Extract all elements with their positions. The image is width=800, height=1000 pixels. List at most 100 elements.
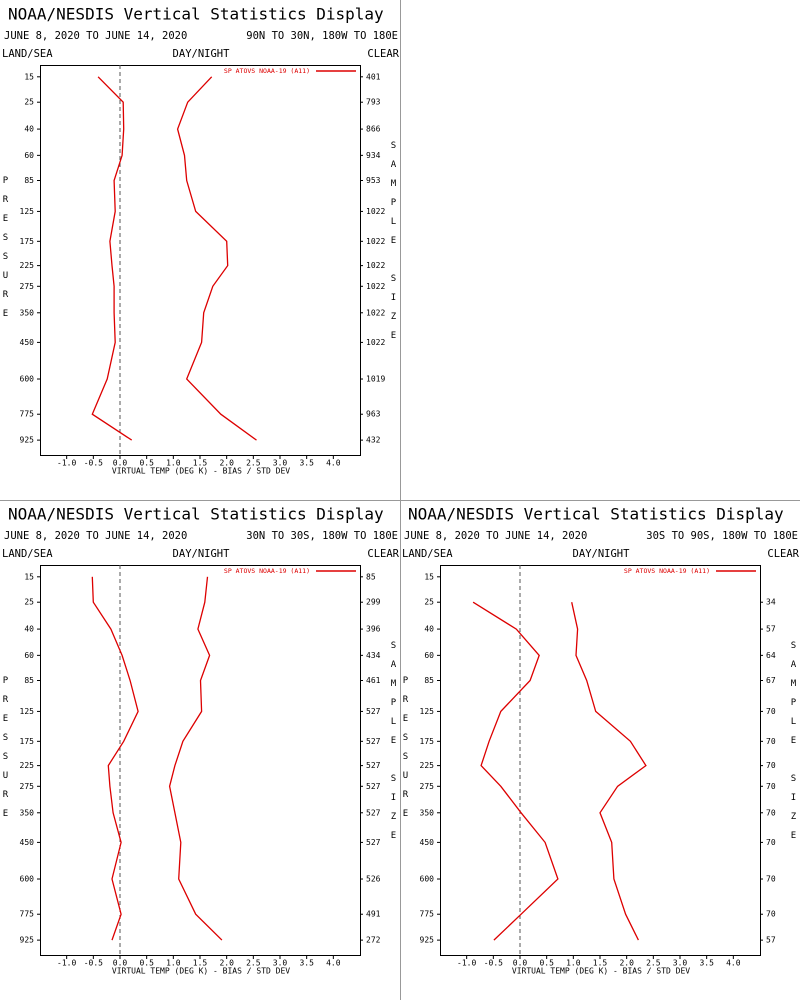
x-axis-label: VIRTUAL TEMP (DEG K) - BIAS / STD DEV <box>112 967 290 976</box>
date-range: JUNE 8, 2020 TO JUNE 14, 2020 <box>404 530 587 542</box>
sample-size: 396 <box>366 625 381 634</box>
chart-panel: NOAA/NESDIS Vertical Statistics Display J… <box>1 5 400 476</box>
y-tick-label: 450 <box>420 838 435 847</box>
sample-size: 70 <box>766 761 776 770</box>
chart-panel: NOAA/NESDIS Vertical Statistics Display J… <box>401 505 800 976</box>
x-tick-label: 3.5 <box>299 459 314 468</box>
sample-size: 70 <box>766 910 776 919</box>
std-dev-line <box>168 576 223 941</box>
x-tick-label: 2.0 <box>219 959 234 968</box>
y-tick-label: 40 <box>424 625 434 634</box>
sample-size: 67 <box>766 676 776 685</box>
y-tick-label: 60 <box>424 651 434 660</box>
x-tick-label: 0.0 <box>513 959 528 968</box>
x-tick-label: 4.0 <box>326 459 341 468</box>
y-tick-label: 15 <box>24 572 34 581</box>
y-tick-label: 225 <box>20 761 35 770</box>
sample-size: 1022 <box>366 237 385 246</box>
y-tick-label: 25 <box>424 598 434 607</box>
x-tick-label: 1.5 <box>193 959 208 968</box>
y-tick-label: 125 <box>20 707 35 716</box>
std-dev-line <box>176 76 257 441</box>
sample-size: 866 <box>366 125 381 134</box>
sample-size: 1022 <box>366 308 385 317</box>
sample-size: 1022 <box>366 261 385 270</box>
x-tick-label: -0.5 <box>484 959 503 968</box>
x-tick-label: -0.5 <box>84 959 103 968</box>
y2-axis-label: SAMPLE SIZE <box>389 141 399 350</box>
y-tick-label: 450 <box>20 338 35 347</box>
x-tick-label: 1.0 <box>566 959 581 968</box>
sample-size: 934 <box>366 151 381 160</box>
y-tick-label: 125 <box>420 707 435 716</box>
sample-size: 461 <box>366 676 381 685</box>
clear: CLEAR <box>767 548 799 560</box>
y-tick-label: 275 <box>20 782 35 791</box>
sample-size: 70 <box>766 737 776 746</box>
y-axis-label: PRESSURE <box>1 676 11 828</box>
y-tick-label: 275 <box>420 782 435 791</box>
sample-size: 70 <box>766 707 776 716</box>
sample-size: 491 <box>366 910 381 919</box>
y-axis-label: PRESSURE <box>1 176 11 328</box>
x-tick-label: 0.0 <box>113 459 128 468</box>
x-tick-label: 1.0 <box>166 459 181 468</box>
sample-size: 953 <box>366 176 381 185</box>
x-tick-label: -1.0 <box>57 959 76 968</box>
sample-size: 434 <box>366 651 381 660</box>
x-tick-label: 2.5 <box>246 959 261 968</box>
y-tick-label: 85 <box>24 176 34 185</box>
bias-line <box>91 76 133 441</box>
sample-size: 70 <box>766 838 776 847</box>
y2-axis-label: SAMPLE SIZE <box>789 641 799 850</box>
x-tick-label: 2.0 <box>619 959 634 968</box>
sample-size: 57 <box>766 936 776 945</box>
x-tick-label: -0.5 <box>84 459 103 468</box>
y-tick-label: 925 <box>420 936 435 945</box>
x-tick-label: 3.0 <box>273 959 288 968</box>
y-tick-label: 25 <box>24 598 34 607</box>
panel-title: NOAA/NESDIS Vertical Statistics Display <box>8 5 384 24</box>
y-axis-label: PRESSURE <box>401 676 411 828</box>
y-tick-label: 60 <box>24 651 34 660</box>
x-axis-label: VIRTUAL TEMP (DEG K) - BIAS / STD DEV <box>112 467 290 476</box>
y-tick-label: 225 <box>20 261 35 270</box>
x-tick-label: 0.0 <box>113 959 128 968</box>
y-tick-label: 275 <box>20 282 35 291</box>
y-tick-label: 350 <box>420 808 435 817</box>
y-tick-label: 450 <box>20 838 35 847</box>
y-tick-label: 125 <box>20 207 35 216</box>
y-tick-label: 175 <box>20 237 35 246</box>
y-tick-label: 40 <box>24 125 34 134</box>
sample-size: 70 <box>766 875 776 884</box>
sample-size: 64 <box>766 651 776 660</box>
x-tick-label: 2.5 <box>246 459 261 468</box>
y2-axis-label: SAMPLE SIZE <box>389 641 399 850</box>
sample-size: 1019 <box>366 375 385 384</box>
date-range: JUNE 8, 2020 TO JUNE 14, 2020 <box>4 530 187 542</box>
y-tick-label: 175 <box>20 737 35 746</box>
x-axis-label: VIRTUAL TEMP (DEG K) - BIAS / STD DEV <box>512 967 690 976</box>
sample-size: 34 <box>766 598 776 607</box>
y-tick-label: 350 <box>20 308 35 317</box>
x-tick-label: 2.0 <box>219 459 234 468</box>
y-tick-label: 600 <box>420 875 435 884</box>
y-tick-label: 925 <box>20 936 35 945</box>
x-tick-label: 0.5 <box>139 459 154 468</box>
day-night: DAY/NIGHT <box>573 548 631 560</box>
sample-size: 1022 <box>366 338 385 347</box>
chart-panel: NOAA/NESDIS Vertical Statistics Display J… <box>1 505 400 976</box>
y-tick-label: 85 <box>24 676 34 685</box>
x-tick-label: 1.5 <box>193 459 208 468</box>
land-sea: LAND/SEA <box>2 548 53 560</box>
sample-size: 401 <box>366 72 381 81</box>
y-tick-label: 85 <box>424 676 434 685</box>
x-tick-label: -1.0 <box>57 459 76 468</box>
legend-label: SP ATOVS NOAA-19 (A11) <box>624 567 710 575</box>
y-tick-label: 925 <box>20 436 35 445</box>
bias-line <box>91 576 139 941</box>
day-night: DAY/NIGHT <box>173 548 231 560</box>
sample-size: 1022 <box>366 282 385 291</box>
sample-size: 527 <box>366 808 381 817</box>
x-tick-label: 4.0 <box>326 959 341 968</box>
